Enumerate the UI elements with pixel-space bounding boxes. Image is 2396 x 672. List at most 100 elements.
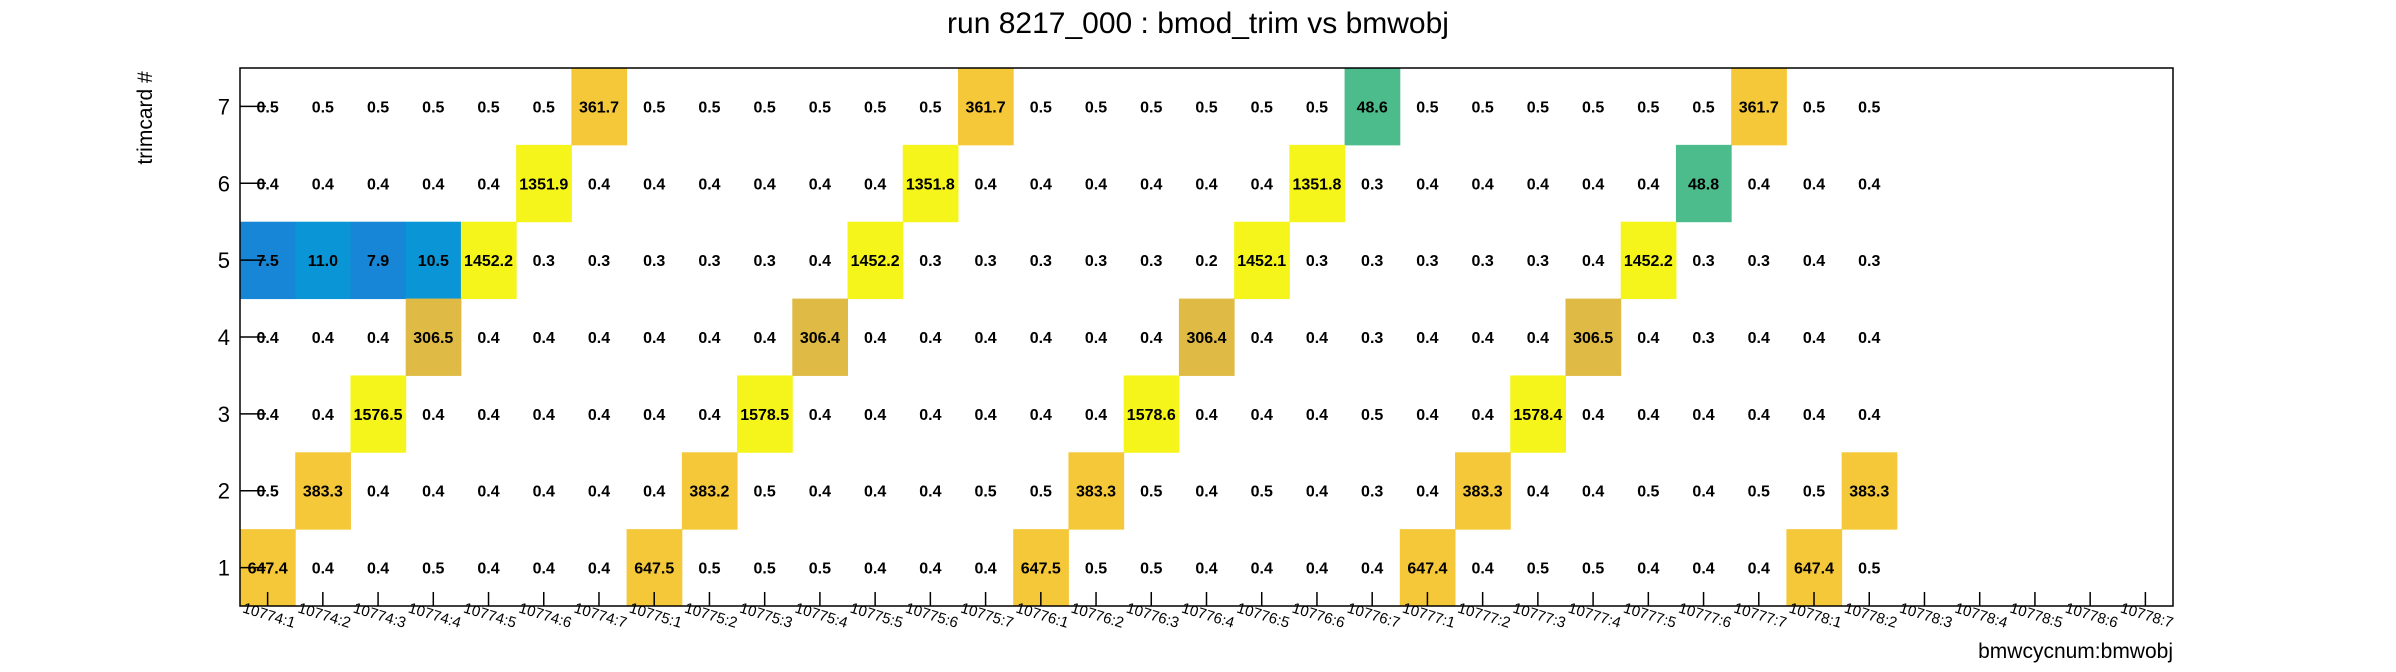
x-tick-label: 10776:7 bbox=[1345, 600, 1402, 632]
cell-value-label: 0.4 bbox=[1803, 253, 1825, 270]
cell-value-label: 0.4 bbox=[1416, 176, 1438, 193]
heatmap-cell bbox=[516, 144, 572, 223]
cell-value-label: 0.4 bbox=[367, 176, 389, 193]
x-tick-label: 10775:2 bbox=[682, 600, 739, 632]
cell-value-label: 647.4 bbox=[1794, 561, 1834, 578]
cell-value-label: 0.3 bbox=[1030, 253, 1052, 270]
cell-value-label: 383.2 bbox=[689, 484, 729, 501]
cell-value-label: 306.4 bbox=[1186, 330, 1226, 347]
cell-value-label: 0.4 bbox=[588, 330, 610, 347]
cell-value-label: 0.4 bbox=[974, 561, 996, 578]
cell-value-label: 1351.8 bbox=[1292, 176, 1341, 193]
cell-value-label: 0.4 bbox=[1085, 176, 1107, 193]
cell-value-label: 0.4 bbox=[1195, 407, 1217, 424]
cell-value-label: 1452.1 bbox=[1237, 253, 1286, 270]
y-tick-label: 7 bbox=[218, 94, 230, 119]
x-axis-title: bmwcycnum:bmwobj bbox=[1978, 640, 2173, 663]
cell-value-label: 0.3 bbox=[1361, 176, 1383, 193]
cell-value-label: 383.3 bbox=[1463, 484, 1503, 501]
cell-value-label: 0.4 bbox=[1858, 330, 1880, 347]
cell-value-label: 0.4 bbox=[1582, 253, 1604, 270]
heatmap-cell bbox=[571, 68, 628, 146]
cell-value-label: 0.5 bbox=[1858, 561, 1880, 578]
y-tick-label: 4 bbox=[218, 325, 230, 350]
cell-value-label: 0.4 bbox=[1085, 407, 1107, 424]
cell-value-label: 0.4 bbox=[588, 407, 610, 424]
cell-value-label: 0.4 bbox=[1527, 176, 1549, 193]
cell-value-label: 0.4 bbox=[1637, 176, 1659, 193]
heatmap-cell bbox=[350, 375, 407, 453]
cell-value-label: 0.4 bbox=[754, 330, 776, 347]
cell-value-label: 0.3 bbox=[533, 253, 555, 270]
cell-value-label: 647.5 bbox=[634, 561, 674, 578]
heatmap-cell bbox=[1565, 298, 1622, 376]
heatmap-cell bbox=[1289, 144, 1346, 223]
cell-value-label: 0.3 bbox=[1858, 253, 1880, 270]
heatmap-cell bbox=[295, 452, 351, 530]
cell-value-label: 0.5 bbox=[1748, 484, 1770, 501]
x-axis-ticks: 10774:110774:210774:310774:410774:510774… bbox=[241, 592, 2175, 632]
cell-value-label: 0.5 bbox=[1085, 99, 1107, 116]
cell-value-label: 0.4 bbox=[1803, 176, 1825, 193]
cell-value-label: 0.5 bbox=[256, 99, 278, 116]
cell-value-label: 0.4 bbox=[1140, 330, 1162, 347]
cell-value-label: 0.4 bbox=[864, 561, 886, 578]
cell-value-label: 0.4 bbox=[1692, 561, 1714, 578]
cell-value-label: 647.4 bbox=[1407, 561, 1447, 578]
cell-value-label: 1452.2 bbox=[851, 253, 900, 270]
heatmap-cell bbox=[1675, 144, 1732, 223]
cell-value-label: 0.4 bbox=[1251, 330, 1273, 347]
cell-value-label: 0.4 bbox=[533, 484, 555, 501]
x-tick-label: 10777:6 bbox=[1677, 600, 1734, 632]
cell-value-label: 0.3 bbox=[1416, 253, 1438, 270]
cell-value-label: 0.4 bbox=[312, 407, 334, 424]
cell-value-label: 306.5 bbox=[413, 330, 453, 347]
cell-value-label: 0.4 bbox=[477, 484, 499, 501]
cell-value-label: 0.3 bbox=[1306, 253, 1328, 270]
cell-value-label: 0.3 bbox=[1085, 253, 1107, 270]
cell-value-label: 0.5 bbox=[1527, 561, 1549, 578]
cell-value-label: 1578.6 bbox=[1127, 407, 1176, 424]
cell-value-label: 0.5 bbox=[1692, 99, 1714, 116]
cell-value-label: 0.5 bbox=[1803, 99, 1825, 116]
cell-value-label: 0.4 bbox=[256, 330, 278, 347]
x-tick-label: 10774:3 bbox=[351, 600, 408, 632]
cell-value-label: 0.5 bbox=[312, 99, 334, 116]
x-tick-label: 10778:2 bbox=[1842, 600, 1899, 632]
x-tick-label: 10776:3 bbox=[1124, 600, 1181, 632]
x-tick-label: 10777:3 bbox=[1511, 600, 1568, 632]
y-tick-label: 1 bbox=[218, 556, 230, 581]
cell-value-label: 0.3 bbox=[919, 253, 941, 270]
x-tick-label: 10776:6 bbox=[1290, 600, 1347, 632]
heatmap-cell bbox=[681, 452, 738, 530]
cell-value-label: 0.4 bbox=[643, 176, 665, 193]
cell-value-label: 0.5 bbox=[1416, 99, 1438, 116]
cell-value-label: 0.4 bbox=[1361, 561, 1383, 578]
cell-value-label: 0.5 bbox=[1472, 99, 1494, 116]
cell-value-label: 0.4 bbox=[1637, 561, 1659, 578]
x-tick-label: 10774:2 bbox=[296, 600, 353, 632]
heatmap-cell bbox=[1620, 221, 1677, 300]
cell-value-label: 0.4 bbox=[1306, 484, 1328, 501]
cell-value-label: 0.4 bbox=[1251, 561, 1273, 578]
cell-value-label: 0.4 bbox=[1251, 407, 1273, 424]
cell-value-label: 1351.8 bbox=[906, 176, 955, 193]
cell-value-label: 0.5 bbox=[1140, 99, 1162, 116]
cell-value-label: 1578.5 bbox=[740, 407, 789, 424]
cell-value-label: 0.4 bbox=[256, 176, 278, 193]
cell-value-label: 0.4 bbox=[367, 561, 389, 578]
cell-value-label: 0.3 bbox=[1472, 253, 1494, 270]
cell-value-label: 0.4 bbox=[1582, 407, 1604, 424]
cell-value-label: 11.0 bbox=[308, 253, 338, 270]
cell-value-label: 0.4 bbox=[1416, 407, 1438, 424]
cell-value-label: 0.4 bbox=[367, 330, 389, 347]
cell-value-label: 0.4 bbox=[588, 176, 610, 193]
cell-value-label: 1452.2 bbox=[1624, 253, 1673, 270]
cell-value-label: 0.4 bbox=[477, 407, 499, 424]
cell-value-label: 0.4 bbox=[1472, 176, 1494, 193]
cell-value-label: 0.3 bbox=[1527, 253, 1549, 270]
cell-value-label: 0.4 bbox=[809, 176, 831, 193]
cell-value-label: 0.4 bbox=[1858, 407, 1880, 424]
x-tick-label: 10777:7 bbox=[1732, 600, 1789, 632]
